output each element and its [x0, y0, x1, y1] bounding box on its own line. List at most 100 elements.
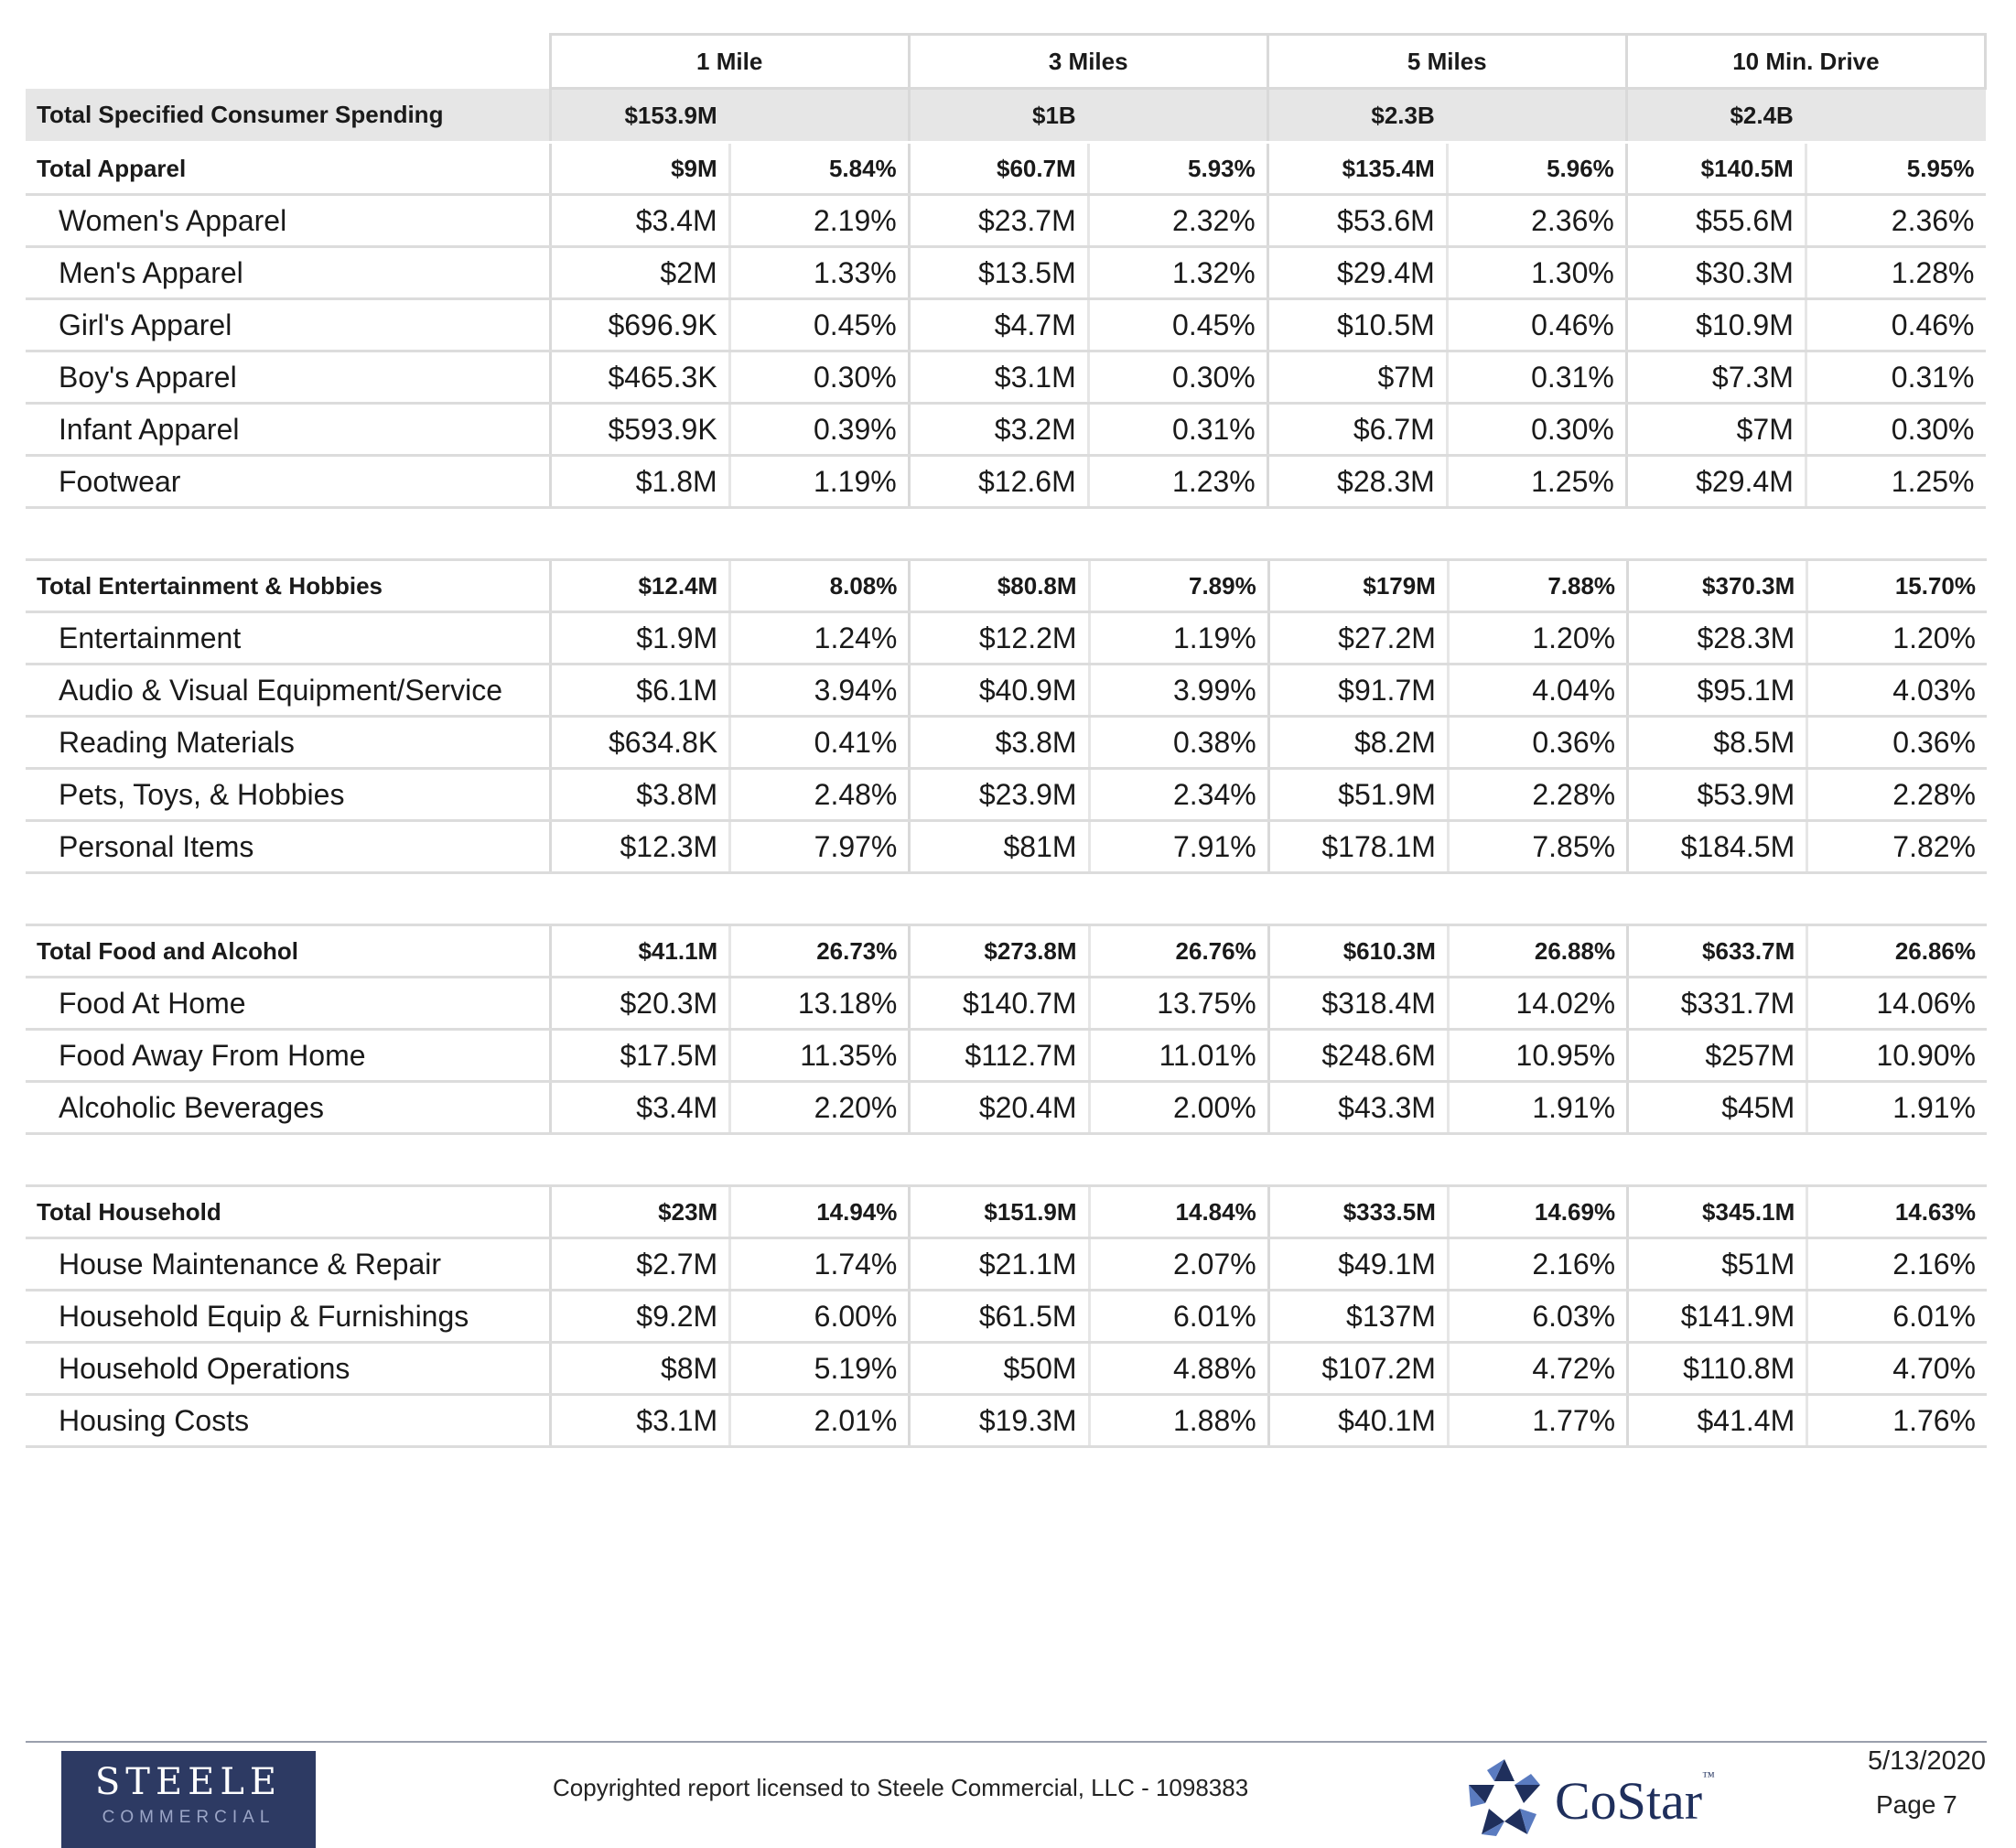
- row-percent: 1.33%: [728, 246, 910, 300]
- row-label: Audio & Visual Equipment/Service: [26, 664, 551, 718]
- section-total-percent: 5.96%: [1445, 142, 1627, 196]
- row-percent: 3.99%: [1087, 664, 1269, 718]
- row-amount: $318.4M: [1267, 977, 1449, 1031]
- section-total-amount: $9M: [548, 142, 730, 196]
- row-percent: 2.16%: [1806, 1237, 1987, 1291]
- row-percent: 1.24%: [728, 611, 910, 665]
- section-total-amount: $140.5M: [1624, 142, 1806, 196]
- table-row: Pets, Toys, & Hobbies $3.8M 2.48% $23.9M 2.3…: [26, 768, 1987, 822]
- row-amount: $12.3M: [549, 820, 730, 874]
- row-amount: $3.8M: [549, 768, 730, 822]
- table-row: Entertainment $1.9M 1.24% $12.2M 1.19% $27.2M…: [26, 611, 1987, 665]
- row-amount: $7.3M: [1624, 351, 1806, 405]
- row-amount: $634.8K: [549, 716, 730, 770]
- grand-total-empty: [728, 88, 910, 144]
- row-label: Alcoholic Beverages: [26, 1081, 551, 1135]
- copyright-notice: Copyrighted report licensed to Steele Co…: [553, 1774, 1249, 1801]
- spending-table-section: 1 Mile 3 Miles 5 Miles 10 Min. Drive Total S…: [26, 33, 1988, 509]
- row-amount: $8.2M: [1267, 716, 1449, 770]
- row-amount: $8M: [549, 1342, 730, 1396]
- table-row: Infant Apparel $593.9K 0.39% $3.2M 0.31% $6.7…: [26, 403, 1986, 457]
- logo-line-1: STEELE: [94, 1761, 283, 1803]
- section-total-percent: 7.88%: [1446, 558, 1628, 613]
- row-percent: 0.41%: [728, 716, 910, 770]
- page-number: Page 7: [1876, 1790, 1957, 1819]
- row-percent: 0.39%: [728, 403, 910, 457]
- costar-brand-text: CoStar: [1555, 1771, 1703, 1831]
- section-spacer: [26, 874, 1987, 924]
- row-percent: 1.30%: [1445, 246, 1627, 300]
- row-percent: 2.07%: [1087, 1237, 1269, 1291]
- costar-wordmark: CoStar™: [1555, 1770, 1715, 1832]
- row-percent: 1.25%: [1804, 455, 1986, 509]
- row-amount: $178.1M: [1267, 820, 1449, 874]
- section-total-amount: $41.1M: [549, 924, 730, 978]
- row-percent: 0.46%: [1804, 298, 1986, 352]
- row-amount: $55.6M: [1624, 194, 1806, 248]
- section-total-row: Total Household $23M 14.94% $151.9M 14.84% $3…: [26, 1184, 1987, 1239]
- logo-line-2: COMMERCIAL: [102, 1808, 275, 1827]
- row-percent: 1.32%: [1086, 246, 1268, 300]
- section-total-amount: $151.9M: [908, 1184, 1090, 1239]
- row-percent: 0.36%: [1806, 716, 1987, 770]
- row-percent: 1.74%: [728, 1237, 910, 1291]
- row-label: Footwear: [26, 455, 551, 509]
- row-percent: 4.88%: [1087, 1342, 1269, 1396]
- row-percent: 4.04%: [1446, 664, 1628, 718]
- section-total-percent: 14.84%: [1087, 1184, 1269, 1239]
- row-percent: 7.82%: [1806, 820, 1987, 874]
- row-amount: $9.2M: [549, 1290, 730, 1344]
- section-total-row: Total Food and Alcohol $41.1M 26.73% $273.8…: [26, 924, 1987, 978]
- row-percent: 0.30%: [1445, 403, 1627, 457]
- row-amount: $331.7M: [1626, 977, 1807, 1031]
- row-amount: $61.5M: [908, 1290, 1090, 1344]
- row-amount: $81M: [908, 820, 1090, 874]
- row-percent: 11.35%: [728, 1029, 910, 1083]
- row-amount: $4.7M: [907, 298, 1089, 352]
- section-spacer: [26, 509, 1987, 558]
- row-amount: $27.2M: [1267, 611, 1449, 665]
- row-percent: 1.91%: [1446, 1081, 1628, 1135]
- row-percent: 2.20%: [728, 1081, 910, 1135]
- row-percent: 0.31%: [1445, 351, 1627, 405]
- row-percent: 1.20%: [1806, 611, 1987, 665]
- section-total-percent: 5.93%: [1086, 142, 1268, 196]
- row-amount: $53.9M: [1626, 768, 1807, 822]
- report-date: 5/13/2020: [1867, 1746, 1986, 1776]
- section-total-label: Total Food and Alcohol: [26, 924, 551, 978]
- spending-table-section: Total Household $23M 14.94% $151.9M 14.84% $3…: [26, 1184, 1987, 1448]
- row-percent: 0.38%: [1087, 716, 1269, 770]
- table-row: Food At Home $20.3M 13.18% $140.7M 13.75% $31…: [26, 977, 1987, 1031]
- row-amount: $40.1M: [1267, 1394, 1449, 1448]
- row-percent: 2.36%: [1445, 194, 1627, 248]
- location-header: 1 Mile: [548, 33, 910, 90]
- table-row: Boy's Apparel $465.3K 0.30% $3.1M 0.30% $7M 0.…: [26, 351, 1986, 405]
- section-total-row: Total Apparel $9M 5.84% $60.7M 5.93% $135.4M 5…: [26, 142, 1986, 196]
- section-total-amount: $23M: [549, 1184, 730, 1239]
- row-amount: $41.4M: [1626, 1394, 1807, 1448]
- grand-total-empty: [1086, 88, 1268, 144]
- row-percent: 14.02%: [1446, 977, 1628, 1031]
- row-amount: $7M: [1266, 351, 1448, 405]
- row-percent: 5.19%: [728, 1342, 910, 1396]
- row-amount: $17.5M: [549, 1029, 730, 1083]
- row-amount: $53.6M: [1266, 194, 1448, 248]
- table-row: Reading Materials $634.8K 0.41% $3.8M 0.38% $…: [26, 716, 1987, 770]
- row-amount: $257M: [1626, 1029, 1807, 1083]
- section-total-amount: $80.8M: [908, 558, 1090, 613]
- section-total-amount: $345.1M: [1626, 1184, 1807, 1239]
- row-amount: $10.9M: [1624, 298, 1806, 352]
- row-amount: $28.3M: [1266, 455, 1448, 509]
- row-amount: $23.9M: [908, 768, 1090, 822]
- row-percent: 6.01%: [1087, 1290, 1269, 1344]
- section-total-amount: $135.4M: [1266, 142, 1448, 196]
- row-amount: $3.2M: [907, 403, 1089, 457]
- row-percent: 1.19%: [728, 455, 910, 509]
- row-percent: 3.94%: [728, 664, 910, 718]
- location-header: 10 Min. Drive: [1624, 33, 1988, 90]
- row-percent: 0.36%: [1446, 716, 1628, 770]
- row-percent: 6.03%: [1446, 1290, 1628, 1344]
- row-label: Boy's Apparel: [26, 351, 551, 405]
- row-label: House Maintenance & Repair: [26, 1237, 551, 1291]
- row-amount: $13.5M: [907, 246, 1089, 300]
